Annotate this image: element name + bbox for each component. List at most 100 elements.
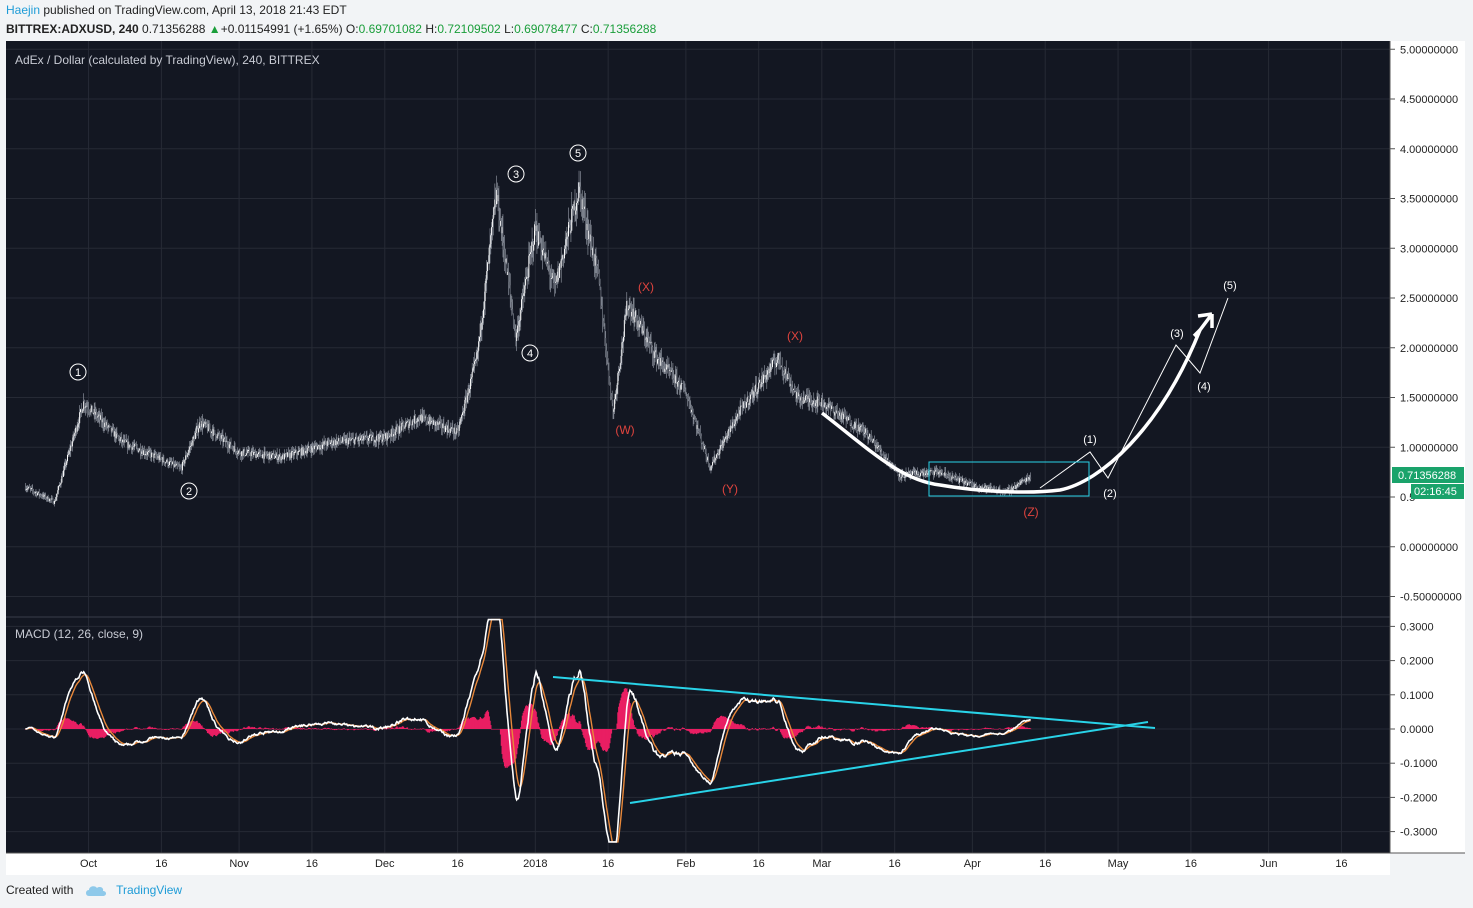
histogram-bar xyxy=(114,729,116,734)
candle-body xyxy=(980,486,982,489)
time-tick-label: 16 xyxy=(602,858,614,870)
candle-body xyxy=(230,442,232,448)
histogram-bar xyxy=(810,727,813,729)
candle-body xyxy=(929,470,931,472)
candle-body xyxy=(937,471,939,475)
histogram-bar xyxy=(878,729,880,731)
price-axis[interactable]: 5.000000004.500000004.000000003.50000000… xyxy=(1389,41,1462,853)
histogram-bar xyxy=(136,727,138,729)
candle-body xyxy=(477,350,479,353)
candle-body xyxy=(548,265,550,270)
candle-body xyxy=(797,392,799,397)
histogram-bar xyxy=(580,729,583,730)
candle-body xyxy=(647,337,649,339)
histogram-bar xyxy=(458,726,460,729)
candle-body xyxy=(120,437,122,439)
candle-body xyxy=(877,445,879,448)
histogram-bar xyxy=(707,729,710,733)
histogram-bar xyxy=(270,728,273,730)
candle-body xyxy=(634,316,636,323)
candle-body xyxy=(1007,489,1009,490)
histogram-bar xyxy=(656,729,658,735)
candle-body xyxy=(426,422,428,423)
candle-body xyxy=(497,195,499,202)
histogram-bar xyxy=(723,716,725,729)
candle-body xyxy=(357,439,359,441)
candle-body xyxy=(291,451,293,458)
candle-body xyxy=(62,470,64,477)
histogram-bar xyxy=(359,729,362,730)
candle-body xyxy=(797,392,799,397)
candle-body xyxy=(631,311,633,320)
histogram-bar xyxy=(45,729,48,731)
time-axis[interactable]: Oct 16 Nov 16 Dec 16 2018 16 Feb 16 Mar 16 Apr 16 May 1… xyxy=(6,852,1465,870)
candle-body xyxy=(672,371,674,379)
candle-body xyxy=(659,362,661,366)
histogram-bar xyxy=(757,729,759,731)
histogram-bar xyxy=(682,727,685,729)
candle-body xyxy=(721,444,723,448)
histogram-bar xyxy=(962,729,965,730)
histogram-bar xyxy=(172,728,174,729)
candle-body xyxy=(716,452,718,455)
histogram-bar xyxy=(125,729,127,730)
histogram-bar xyxy=(444,729,447,732)
candle-body xyxy=(253,452,255,455)
histogram-bar xyxy=(789,729,791,739)
histogram-bar xyxy=(447,729,449,731)
macd-axis[interactable]: 0.30000.20000.10000.0000-0.1000-0.2000-0… xyxy=(1390,621,1437,839)
candle-body xyxy=(945,473,947,476)
candle-body xyxy=(742,401,744,408)
candle-body xyxy=(49,498,51,502)
histogram-bar xyxy=(601,729,603,748)
histogram-bar xyxy=(807,725,809,729)
histogram-bar xyxy=(231,729,233,732)
histogram-bar xyxy=(805,726,808,729)
histogram-bar xyxy=(494,729,496,730)
candle-body xyxy=(816,400,818,407)
candle-body xyxy=(491,219,493,228)
histogram-bar xyxy=(525,705,528,729)
histogram-bar xyxy=(121,729,124,731)
candle-body xyxy=(361,435,363,441)
candle-body xyxy=(545,253,547,254)
histogram-bar xyxy=(300,729,302,730)
candle-body xyxy=(218,433,220,435)
candle-body xyxy=(359,437,361,441)
histogram-bar xyxy=(958,729,960,731)
candle-body xyxy=(584,206,586,225)
candle-body xyxy=(750,394,752,396)
histogram-bar xyxy=(469,719,471,729)
candle-body xyxy=(77,424,79,428)
histogram-bar xyxy=(691,729,694,734)
tradingview-link[interactable]: TradingView xyxy=(116,883,183,897)
candle-body xyxy=(644,338,646,340)
histogram-bar xyxy=(417,728,419,730)
candle-body xyxy=(648,341,650,343)
histogram-bar xyxy=(348,729,350,730)
candle-body xyxy=(586,224,588,231)
author-link[interactable]: Haejin xyxy=(6,3,41,17)
histogram-bar xyxy=(682,727,684,729)
histogram-bar xyxy=(52,729,54,730)
histogram-bar xyxy=(502,729,504,759)
histogram-bar xyxy=(800,729,803,732)
candle-body xyxy=(415,415,417,423)
candle-body xyxy=(974,484,976,488)
histogram-bar xyxy=(342,728,345,729)
candle-body xyxy=(933,471,935,476)
candle-body xyxy=(147,451,149,452)
histogram-bar xyxy=(907,724,909,729)
histogram-bar xyxy=(1022,726,1025,729)
candle-body xyxy=(488,247,490,264)
histogram-bar xyxy=(925,727,927,729)
histogram-bar xyxy=(577,723,579,729)
histogram-bar xyxy=(955,729,957,730)
histogram-bar xyxy=(977,729,979,730)
histogram-bar xyxy=(676,729,678,730)
candle-body xyxy=(491,227,493,236)
histogram-bar xyxy=(1004,728,1007,729)
candle-body xyxy=(420,415,422,423)
histogram-bar xyxy=(480,718,482,729)
